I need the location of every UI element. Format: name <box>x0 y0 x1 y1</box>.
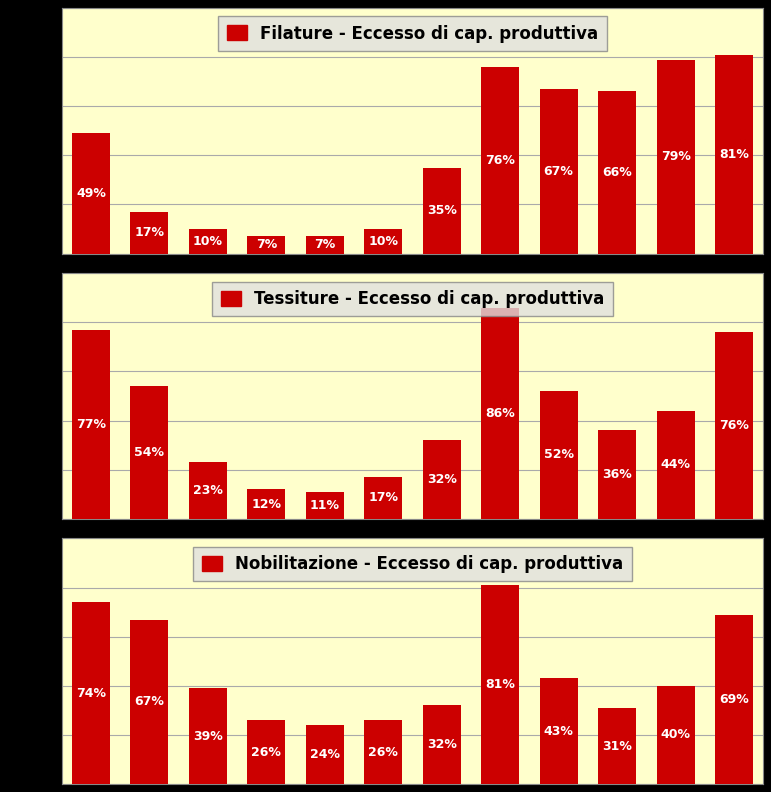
Legend: Nobilitazione - Eccesso di cap. produttiva: Nobilitazione - Eccesso di cap. produtti… <box>194 546 631 581</box>
Bar <box>657 411 695 519</box>
Legend: Filature - Eccesso di cap. produttiva: Filature - Eccesso di cap. produttiva <box>218 17 607 51</box>
Bar <box>130 386 168 519</box>
Text: 17%: 17% <box>369 491 399 505</box>
Text: 44%: 44% <box>661 459 691 471</box>
Bar <box>540 679 577 784</box>
Text: 67%: 67% <box>544 165 574 177</box>
Text: 52%: 52% <box>544 448 574 462</box>
Text: 24%: 24% <box>310 748 340 761</box>
Text: 35%: 35% <box>427 204 456 217</box>
Text: 32%: 32% <box>427 473 456 486</box>
Text: 7%: 7% <box>256 238 277 251</box>
Text: 54%: 54% <box>134 446 164 459</box>
Text: 31%: 31% <box>602 740 632 752</box>
Text: 81%: 81% <box>719 147 749 161</box>
Text: 43%: 43% <box>544 725 574 738</box>
Text: 81%: 81% <box>485 678 515 691</box>
Text: 69%: 69% <box>719 693 749 706</box>
Bar <box>130 211 168 253</box>
Bar <box>247 720 285 784</box>
Legend: Tessiture - Eccesso di cap. produttiva: Tessiture - Eccesso di cap. produttiva <box>212 281 613 316</box>
Text: 17%: 17% <box>134 227 164 239</box>
Bar <box>72 133 110 253</box>
Text: 23%: 23% <box>193 484 223 497</box>
Text: 32%: 32% <box>427 738 456 752</box>
Bar <box>715 332 753 519</box>
Bar <box>189 688 227 784</box>
Text: 40%: 40% <box>661 729 691 741</box>
Bar <box>423 168 461 253</box>
Bar <box>657 686 695 784</box>
Text: 74%: 74% <box>76 687 106 699</box>
Text: 86%: 86% <box>485 407 515 420</box>
Bar <box>657 59 695 253</box>
Bar <box>598 91 636 253</box>
Text: 39%: 39% <box>193 729 223 743</box>
Text: 10%: 10% <box>193 234 223 248</box>
Bar <box>598 708 636 784</box>
Bar <box>423 706 461 784</box>
Bar <box>481 585 519 784</box>
Text: 26%: 26% <box>369 745 398 759</box>
Bar <box>598 430 636 519</box>
Bar <box>189 229 227 253</box>
Bar <box>130 619 168 784</box>
Bar <box>540 391 577 519</box>
Text: 26%: 26% <box>251 745 281 759</box>
Bar <box>189 463 227 519</box>
Text: 66%: 66% <box>602 166 632 179</box>
Bar <box>364 720 402 784</box>
Bar <box>306 492 344 519</box>
Text: 10%: 10% <box>369 234 399 248</box>
Text: 79%: 79% <box>661 150 691 163</box>
Bar <box>423 440 461 519</box>
Bar <box>481 67 519 253</box>
Bar <box>481 307 519 519</box>
Bar <box>247 489 285 519</box>
Bar <box>306 236 344 253</box>
Text: 11%: 11% <box>310 499 340 512</box>
Text: 77%: 77% <box>76 417 106 431</box>
Bar <box>715 615 753 784</box>
Text: 36%: 36% <box>602 468 632 481</box>
Bar <box>715 55 753 253</box>
Text: 7%: 7% <box>314 238 335 251</box>
Text: 76%: 76% <box>485 154 515 166</box>
Bar <box>364 477 402 519</box>
Bar <box>364 229 402 253</box>
Bar <box>306 725 344 784</box>
Bar <box>72 603 110 784</box>
Text: 67%: 67% <box>134 695 164 708</box>
Text: 49%: 49% <box>76 187 106 200</box>
Bar <box>72 329 110 519</box>
Text: 76%: 76% <box>719 419 749 432</box>
Text: 12%: 12% <box>251 497 281 511</box>
Bar <box>247 236 285 253</box>
Bar <box>540 89 577 253</box>
